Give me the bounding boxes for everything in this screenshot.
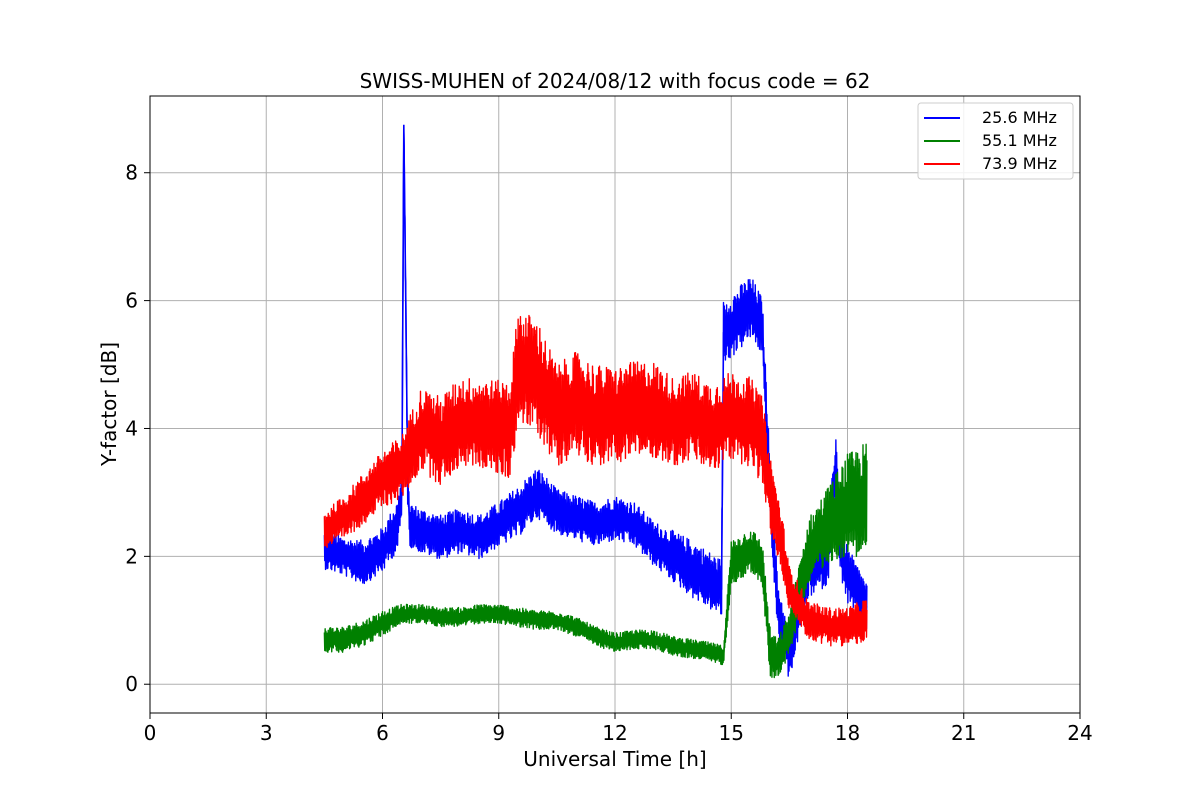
x-tick-label: 24: [1067, 721, 1092, 745]
x-tick-label: 0: [144, 721, 157, 745]
y-tick-label: 8: [125, 161, 138, 185]
series-trend-1: [324, 498, 868, 660]
legend-box: [917, 102, 1074, 180]
y-tick-label: 0: [125, 672, 138, 696]
x-axis-label: Universal Time [h]: [523, 747, 706, 771]
legend-entry-2: 73.9 MHz: [982, 154, 1057, 173]
series-line-2: [323, 314, 868, 647]
legend-entry-1: 55.1 MHz: [982, 131, 1057, 150]
x-tick-label: 21: [951, 721, 976, 745]
legend-entry-0: 25.6 MHz: [982, 108, 1057, 127]
x-tick-label: 12: [602, 721, 627, 745]
series-trend-0: [324, 124, 868, 659]
series-line-1: [323, 443, 868, 679]
chart-title: SWISS-MUHEN of 2024/08/12 with focus cod…: [360, 69, 871, 93]
series-trend-2: [323, 363, 868, 628]
series-layer: [323, 124, 868, 679]
legend: 25.6 MHz 55.1 MHz 73.9 MHz: [917, 102, 1074, 180]
y-tick-label: 4: [125, 416, 138, 440]
x-tick-label: 6: [376, 721, 389, 745]
y-tick-label: 2: [125, 544, 138, 568]
x-tick-label: 18: [835, 721, 860, 745]
x-tick-label: 9: [492, 721, 505, 745]
y-axis-label: Y-factor [dB]: [97, 342, 121, 467]
x-tick-label: 15: [719, 721, 744, 745]
y-tick-label: 6: [125, 289, 138, 313]
x-tick-label: 3: [260, 721, 273, 745]
